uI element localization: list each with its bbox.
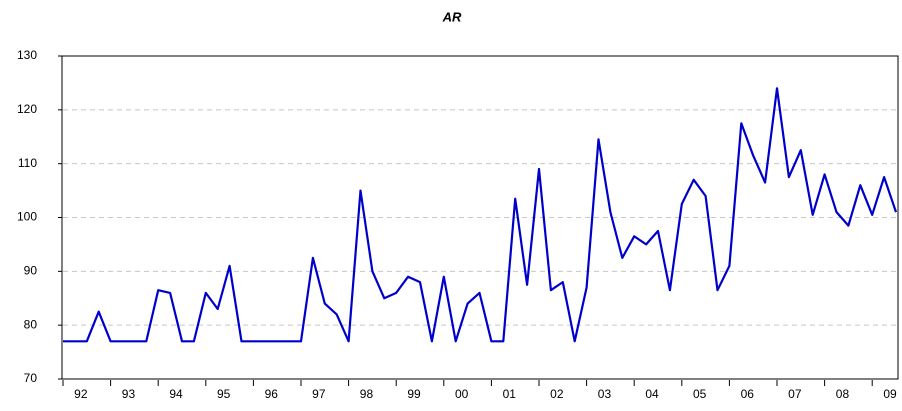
x-tick-label: 05 (693, 387, 707, 401)
x-tick-label: 99 (407, 387, 421, 401)
x-tick-label: 03 (598, 387, 612, 401)
y-tick-label: 80 (24, 317, 38, 331)
y-tick-label: 110 (18, 156, 37, 170)
x-tick-label: 04 (645, 387, 659, 401)
x-tick-label: 09 (883, 387, 897, 401)
y-tick-label: 120 (17, 102, 37, 116)
y-tick-label: 90 (24, 264, 38, 278)
x-tick-label: 92 (74, 387, 88, 401)
x-tick-label: 93 (122, 387, 136, 401)
x-tick-label: 95 (217, 387, 231, 401)
x-tick-label: 97 (312, 387, 326, 401)
x-tick-label: 07 (788, 387, 802, 401)
x-tick-label: 96 (265, 387, 279, 401)
x-tick-label: 98 (360, 387, 374, 401)
y-tick-label: 70 (24, 371, 38, 385)
x-tick-label: 01 (503, 387, 517, 401)
chart-title: AR (442, 9, 462, 24)
series-line (63, 87, 898, 343)
y-tick-label: 100 (17, 210, 37, 224)
x-tick-label: 94 (169, 387, 183, 401)
x-tick-label: 06 (741, 387, 755, 401)
x-tick-label: 00 (455, 387, 469, 401)
x-tick-label: 08 (836, 387, 850, 401)
x-tick-label: 02 (550, 387, 564, 401)
y-tick-label: 130 (17, 48, 37, 62)
